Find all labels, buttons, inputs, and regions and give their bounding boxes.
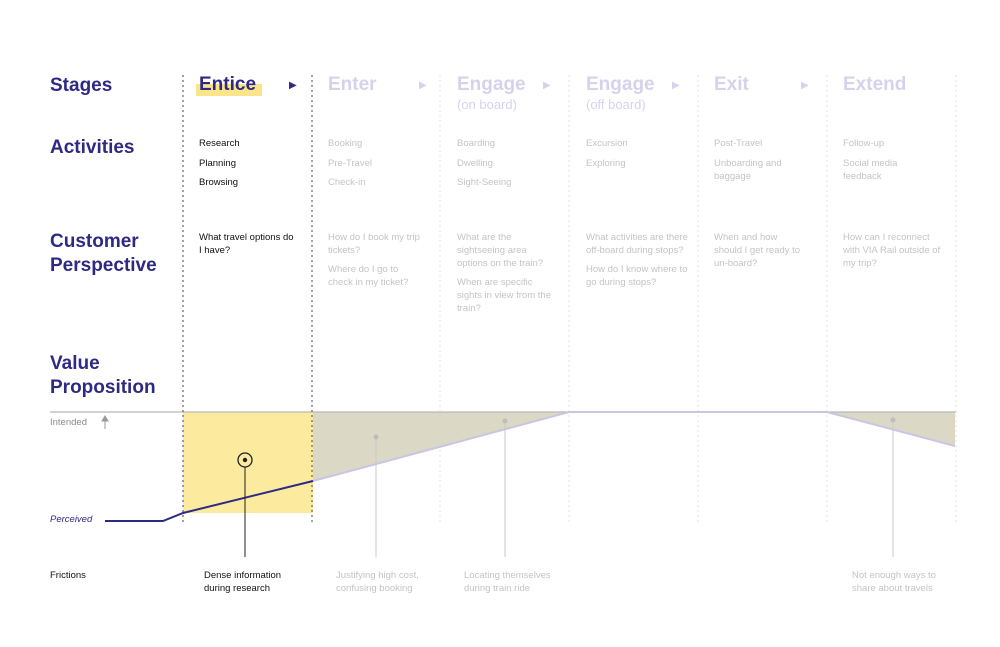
activity-item: Booking	[328, 138, 363, 149]
activity-item: Sight-Seeing	[457, 177, 512, 188]
perspective-question: What activities are there off-board duri…	[586, 232, 688, 256]
row-label-value-proposition: Value Proposition	[50, 352, 156, 400]
activity-item: Boarding	[457, 138, 496, 149]
activity-item: Research	[199, 138, 240, 149]
activity-item: Follow-up	[843, 138, 885, 149]
target-icon	[237, 452, 253, 468]
perspective-exit: When and how should I get ready to un-bo…	[714, 231, 804, 270]
stage-title-extend[interactable]: Extend	[843, 74, 907, 95]
perspective-engage-off-board: What activities are there off-board duri…	[586, 231, 691, 289]
stage-highlight	[196, 84, 262, 96]
perspective-question: What travel options do I have?	[199, 232, 294, 256]
play-arrow-icon: ▶	[289, 80, 297, 91]
perspective-extend: How can I reconnect with VIA Rail outsid…	[843, 231, 943, 270]
perspective-question: How can I reconnect with VIA Rail outsid…	[843, 232, 941, 269]
active-column-borders	[182, 75, 313, 525]
activity-list-entice: Research Planning Browsing	[199, 137, 240, 189]
perspective-enter: How do I book my trip tickets? Where do …	[328, 231, 423, 289]
activity-item: Social media feedback	[843, 157, 898, 182]
perceived-line-faded	[312, 411, 956, 482]
row-label-customer-perspective: Customer Perspective	[50, 230, 157, 278]
perspective-question: How do I book my trip tickets?	[328, 232, 420, 256]
friction-entice: Dense information during research	[204, 570, 282, 594]
perspective-question: How do I know where to go during stops?	[586, 264, 688, 288]
friction-dot-extend	[890, 417, 896, 423]
intended-label: Intended	[50, 417, 87, 428]
activity-item: Exploring	[586, 157, 626, 169]
stage-title-exit[interactable]: Exit	[714, 74, 749, 95]
play-arrow-icon: ▶	[419, 80, 427, 91]
play-arrow-icon: ▶	[801, 80, 809, 91]
row-label-activities: Activities	[50, 137, 135, 158]
play-arrow-icon: ▶	[543, 80, 551, 91]
friction-enter: Justifying high cost, confusing booking	[336, 570, 419, 594]
perceived-line	[105, 480, 314, 522]
activity-item: Browsing	[199, 177, 239, 188]
row-label-stages: Stages	[50, 75, 113, 96]
activity-item: Planning	[199, 157, 236, 169]
row-label-perspective: Perspective	[50, 255, 157, 276]
activity-item: Dwelling	[457, 157, 493, 169]
stage-title-entice[interactable]: Entice	[199, 74, 257, 95]
perspective-question: When are specific sights in view from th…	[457, 277, 551, 314]
row-label-proposition: Proposition	[50, 377, 156, 398]
friction-extend: Not enough ways to share about travels	[852, 570, 936, 594]
friction-dot-enter	[373, 434, 379, 440]
perspective-question: When and how should I get ready to un-bo…	[714, 232, 801, 269]
perspective-question: Where do I go to check in my ticket?	[328, 264, 409, 288]
perspective-question: What are the sightseeing area options on…	[457, 232, 544, 269]
activity-item: Post-Travel	[714, 138, 763, 149]
friction-stems	[375, 420, 894, 557]
friction-engage: Locating themselves during train ride	[464, 570, 551, 594]
row-label-value: Value	[50, 353, 100, 374]
up-arrow-icon	[101, 415, 109, 429]
stage-title-enter[interactable]: Enter	[328, 74, 377, 95]
activity-list-enter: Booking Pre-Travel Check-in	[328, 137, 372, 189]
row-label-frictions: Frictions	[50, 570, 86, 581]
perspective-entice: What travel options do I have?	[199, 231, 294, 257]
stage-subtitle-on-board: (on board)	[457, 97, 517, 112]
stage-subtitle-off-board: (off board)	[586, 97, 646, 112]
activity-item: Excursion	[586, 138, 628, 149]
activity-list-engage-on-board: Boarding Dwelling Sight-Seeing	[457, 137, 511, 189]
friction-dot-engage	[502, 418, 508, 424]
row-label-customer: Customer	[50, 231, 139, 252]
perceived-label: Perceived	[50, 514, 93, 525]
stage-title-engage-on-board[interactable]: Engage	[457, 74, 526, 95]
activity-list-engage-off-board: Excursion Exploring	[586, 137, 628, 170]
play-arrow-icon: ▶	[672, 80, 680, 91]
activity-item: Pre-Travel	[328, 157, 372, 169]
perspective-engage-on-board: What are the sightseeing area options on…	[457, 231, 557, 315]
column-separators	[439, 75, 957, 525]
activity-item: Unboarding and baggage	[714, 157, 782, 182]
activity-list-exit: Post-Travel Unboarding and baggage	[714, 137, 804, 183]
activity-item: Check-in	[328, 177, 366, 188]
stage-title-engage-off-board[interactable]: Engage	[586, 74, 655, 95]
activity-list-extend: Follow-up Social media feedback	[843, 137, 918, 183]
